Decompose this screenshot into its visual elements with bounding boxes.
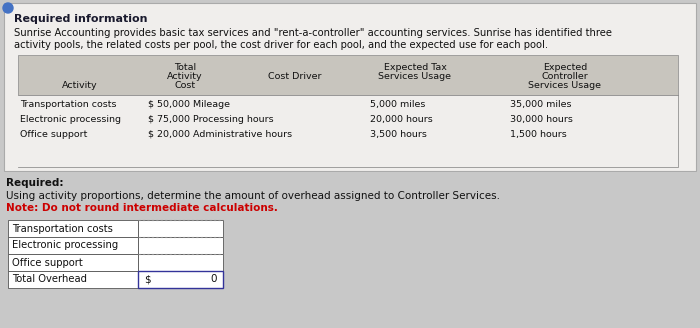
Text: Electronic processing: Electronic processing: [20, 115, 121, 124]
Text: Cost: Cost: [174, 81, 195, 90]
Text: Expected Tax: Expected Tax: [384, 63, 447, 72]
Text: Controller: Controller: [542, 72, 589, 81]
Text: 1,500 hours: 1,500 hours: [510, 130, 567, 139]
Text: Activity: Activity: [62, 81, 98, 90]
FancyBboxPatch shape: [138, 254, 223, 271]
FancyBboxPatch shape: [138, 271, 223, 288]
Text: $ 20,000 Administrative hours: $ 20,000 Administrative hours: [148, 130, 292, 139]
Text: Required information: Required information: [14, 14, 148, 24]
Text: 5,000 miles: 5,000 miles: [370, 100, 426, 109]
Text: Transportation costs: Transportation costs: [20, 100, 116, 109]
Text: Expected: Expected: [543, 63, 587, 72]
Text: 35,000 miles: 35,000 miles: [510, 100, 571, 109]
FancyBboxPatch shape: [8, 254, 138, 271]
Text: Sunrise Accounting provides basic tax services and "rent-a-controller" accountin: Sunrise Accounting provides basic tax se…: [14, 28, 612, 38]
FancyBboxPatch shape: [18, 95, 678, 167]
Text: 20,000 hours: 20,000 hours: [370, 115, 433, 124]
FancyBboxPatch shape: [138, 220, 223, 237]
Text: Using activity proportions, determine the amount of overhead assigned to Control: Using activity proportions, determine th…: [6, 191, 500, 201]
Text: Transportation costs: Transportation costs: [12, 223, 113, 234]
Text: Required:: Required:: [6, 178, 64, 188]
Text: Activity: Activity: [167, 72, 203, 81]
FancyBboxPatch shape: [8, 220, 138, 237]
Text: Total: Total: [174, 63, 196, 72]
Text: 0: 0: [211, 275, 217, 284]
Text: Note: Do not round intermediate calculations.: Note: Do not round intermediate calculat…: [6, 203, 278, 213]
Text: Services Usage: Services Usage: [528, 81, 601, 90]
Text: Electronic processing: Electronic processing: [12, 240, 118, 251]
Text: $ 50,000 Mileage: $ 50,000 Mileage: [148, 100, 230, 109]
Text: Services Usage: Services Usage: [379, 72, 452, 81]
FancyBboxPatch shape: [8, 237, 138, 254]
Text: Office support: Office support: [20, 130, 88, 139]
Text: $: $: [144, 275, 150, 284]
Circle shape: [3, 3, 13, 13]
Text: activity pools, the related costs per pool, the cost driver for each pool, and t: activity pools, the related costs per po…: [14, 40, 548, 50]
FancyBboxPatch shape: [138, 237, 223, 254]
Text: 3,500 hours: 3,500 hours: [370, 130, 427, 139]
FancyBboxPatch shape: [8, 271, 138, 288]
FancyBboxPatch shape: [4, 172, 696, 324]
Text: 30,000 hours: 30,000 hours: [510, 115, 573, 124]
Text: $ 75,000 Processing hours: $ 75,000 Processing hours: [148, 115, 274, 124]
Text: Cost Driver: Cost Driver: [268, 72, 322, 81]
Text: Office support: Office support: [12, 257, 83, 268]
FancyBboxPatch shape: [18, 55, 678, 167]
Text: Total Overhead: Total Overhead: [12, 275, 87, 284]
FancyBboxPatch shape: [4, 3, 696, 171]
